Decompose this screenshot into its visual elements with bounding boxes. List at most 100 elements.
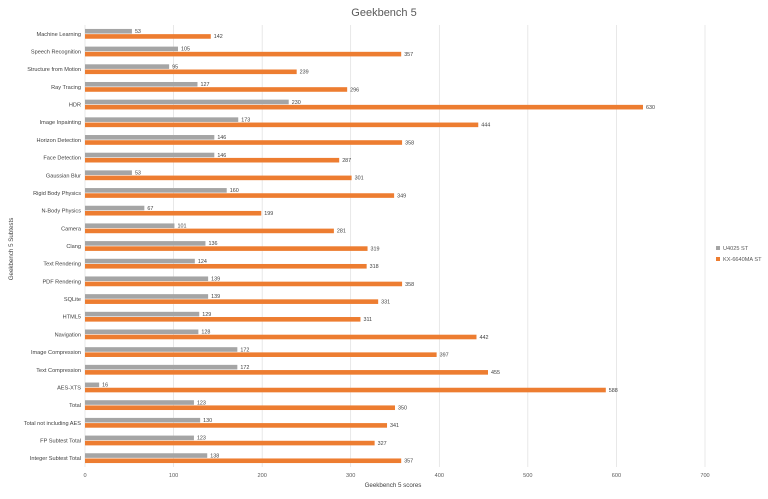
data-label: 230	[292, 100, 301, 106]
category-label: Camera	[61, 226, 82, 232]
bar-u4025	[85, 28, 132, 34]
data-label: 123	[197, 436, 206, 442]
bar-kx6640ma	[85, 193, 395, 198]
data-label: 16	[102, 383, 108, 389]
bar-kx6640ma	[85, 405, 395, 411]
category-label: HDR	[69, 103, 81, 109]
data-label: 172	[240, 365, 249, 371]
gridlines	[84, 25, 706, 467]
category-label: Total not including AES	[24, 421, 81, 427]
data-label: 128	[201, 330, 210, 336]
bar-kx6640ma	[85, 440, 375, 446]
bar-kx6640ma	[85, 334, 477, 340]
data-label: 136	[208, 241, 217, 247]
x-tick-label: 200	[257, 473, 266, 479]
bars	[85, 28, 643, 464]
data-label: 357	[404, 459, 413, 465]
legend: U4025 ST KX-6640MA ST	[716, 246, 762, 263]
data-label: 127	[200, 82, 209, 88]
bar-kx6640ma	[85, 263, 367, 269]
x-tick-label: 300	[346, 473, 355, 479]
data-label: 53	[135, 170, 141, 176]
data-label: 287	[342, 158, 351, 164]
category-label: Face Detection	[43, 156, 81, 162]
data-label: 199	[264, 211, 273, 217]
data-label: 455	[491, 370, 500, 376]
bar-u4025	[85, 329, 199, 335]
x-tick-label: 700	[700, 473, 709, 479]
data-label: 172	[240, 347, 249, 353]
bar-u4025	[85, 205, 145, 211]
bar-kx6640ma	[85, 317, 361, 322]
bar-kx6640ma	[85, 69, 297, 75]
data-label: 357	[404, 52, 413, 58]
category-label: Ray Tracing	[51, 85, 81, 91]
y-axis-title: Geekbench 5 Subtests	[8, 218, 15, 281]
data-label: 101	[177, 224, 186, 230]
bar-kx6640ma	[85, 423, 388, 428]
x-tick-label: 400	[435, 473, 444, 479]
category-label: N-Body Physics	[42, 209, 82, 215]
data-label: 123	[197, 400, 206, 406]
bar-kx6640ma	[85, 352, 437, 357]
bar-kx6640ma	[85, 228, 334, 234]
category-label: Structure from Motion	[27, 67, 81, 73]
data-label: 349	[397, 193, 406, 199]
bar-kx6640ma	[85, 458, 402, 464]
bar-kx6640ma	[85, 246, 368, 251]
x-tick-label: 500	[523, 473, 532, 479]
bar-kx6640ma	[85, 387, 606, 393]
bar-kx6640ma	[85, 140, 403, 145]
bar-kx6640ma	[85, 281, 403, 287]
category-label: Speech Recognition	[31, 50, 81, 56]
category-label: Integer Subtest Total	[30, 456, 81, 462]
category-label: Machine Learning	[37, 32, 81, 38]
x-tick-label: 600	[612, 473, 621, 479]
bar-kx6640ma	[85, 370, 488, 375]
data-label: 319	[371, 246, 380, 252]
bar-u4025	[85, 347, 238, 352]
bar-kx6640ma	[85, 175, 352, 181]
category-label: FP Subtest Total	[40, 438, 81, 444]
data-label: 358	[405, 282, 414, 288]
category-label: Total	[69, 403, 81, 409]
data-label: 630	[646, 105, 655, 111]
data-label: 358	[405, 140, 414, 146]
bar-u4025	[85, 170, 132, 175]
data-label: 105	[181, 47, 190, 53]
data-label: 142	[214, 34, 223, 40]
data-label: 350	[398, 406, 407, 412]
bar-u4025	[85, 117, 239, 122]
bar-kx6640ma	[85, 122, 479, 128]
bar-kx6640ma	[85, 51, 402, 57]
bar-u4025	[85, 258, 195, 264]
category-label: Image Compression	[31, 350, 81, 356]
data-label: 146	[217, 135, 226, 141]
bar-u4025	[85, 135, 215, 140]
category-labels: Machine Learning Speech Recognition Struct…	[24, 32, 82, 462]
x-tick-label: 0	[83, 473, 86, 479]
bar-u4025	[85, 400, 194, 405]
bar-u4025	[85, 64, 170, 69]
category-label: Navigation	[55, 332, 81, 338]
legend-swatch	[716, 257, 720, 261]
category-label: PDF Rendering	[42, 279, 81, 285]
bar-kx6640ma	[85, 104, 643, 110]
data-label: 139	[211, 277, 220, 283]
bar-u4025	[85, 453, 208, 458]
data-label: 281	[337, 229, 346, 235]
category-label: Image Inpainting	[40, 120, 81, 126]
data-label: 138	[210, 453, 219, 459]
bar-kx6640ma	[85, 87, 348, 92]
data-label: 444	[481, 123, 490, 129]
bar-u4025	[85, 276, 209, 282]
x-axis-title: Geekbench 5 scores	[365, 482, 422, 489]
category-label: Gaussian Blur	[46, 173, 81, 179]
bar-u4025	[85, 152, 215, 158]
bar-kx6640ma	[85, 157, 340, 163]
data-labels: 53 142 105 357 95 239 127 296 230 630 173 444 146 358…	[102, 29, 655, 465]
bar-kx6640ma	[85, 34, 211, 39]
data-label: 341	[390, 423, 399, 429]
data-label: 160	[230, 188, 239, 194]
legend-swatch	[716, 246, 720, 250]
